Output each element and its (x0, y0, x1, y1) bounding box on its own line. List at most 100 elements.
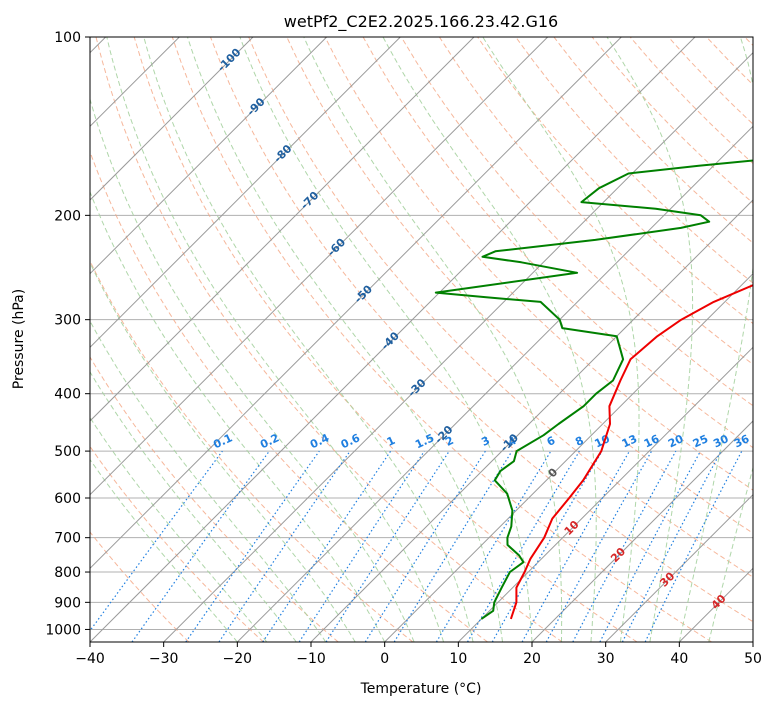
x-tick-label: 40 (670, 651, 688, 667)
isotherm-line (457, 346, 753, 642)
x-tick-label: 0 (380, 651, 389, 667)
mixing-ratio-label: 0.2 (258, 431, 281, 451)
y-tick-label: 400 (54, 387, 81, 403)
moist-adiabat (143, 37, 474, 642)
y-tick-label: 300 (54, 313, 81, 329)
mixing-ratio-line (325, 450, 450, 642)
temperature-profile-line (509, 284, 753, 620)
mixing-ratio-label: 0.6 (339, 431, 362, 451)
y-tick-label: 500 (54, 444, 81, 460)
isotherm-line (236, 125, 753, 642)
mixing-ratio-label: 1.5 (413, 431, 436, 451)
mixing-ratio-line (466, 450, 580, 642)
mixing-ratio-line (90, 450, 223, 632)
moist-adiabat (106, 37, 445, 642)
x-tick-label: −30 (149, 651, 179, 667)
mixing-ratio-label: 20 (666, 432, 686, 450)
mixing-ratio-line (262, 450, 392, 642)
plot-frame (89, 36, 754, 643)
mixing-ratio-label: 0.4 (308, 431, 331, 451)
dry-adiabat (90, 531, 190, 642)
dewpoint-profile-line (434, 159, 753, 620)
moist-adiabat (90, 458, 238, 642)
dry-adiabat (324, 37, 753, 491)
moist-adiabat (708, 465, 753, 642)
dry-adiabat (210, 37, 753, 623)
y-tick-label: 700 (54, 531, 81, 547)
isotherm-line (384, 272, 753, 642)
dry-adiabat (668, 37, 753, 125)
x-tick-label: −40 (75, 651, 105, 667)
mixing-ratio-label: 3 (479, 434, 491, 449)
mixing-ratio-label: 1 (385, 434, 397, 449)
isotherm-line (90, 37, 401, 349)
moist-adiabat (187, 37, 503, 642)
isotherm-line (90, 37, 622, 570)
dry-adiabat (171, 37, 712, 642)
axes: −40 −30 −20 −10 0 10 20 30 40 50 100 200 300 400 500 60… (45, 30, 762, 667)
x-tick-label: 20 (523, 651, 541, 667)
mixing-ratio-label: 25 (691, 432, 710, 450)
dry-adiabat (438, 37, 753, 366)
mixing-ratio-line (185, 450, 320, 642)
y-tick-label: 800 (54, 565, 81, 581)
isotherm-line (90, 37, 475, 422)
mixing-ratio-line (545, 450, 653, 642)
mixing-ratio-line (521, 450, 631, 642)
moist-adiabat (90, 261, 356, 642)
mixing-ratio-label: 8 (573, 434, 585, 449)
moist-adiabat (239, 37, 533, 642)
y-tick-label: 100 (54, 30, 81, 46)
mixing-ratio-line (572, 450, 677, 642)
x-axis-label: Temperature (°C) (360, 681, 482, 697)
mixing-ratio-line (218, 450, 351, 642)
dry-adiabat (90, 259, 414, 642)
moist-adiabat (90, 190, 386, 642)
mixing-ratio-label: 10 (593, 432, 613, 450)
mixing-ratio-line (131, 450, 270, 642)
x-tick-label: 50 (744, 651, 762, 667)
mixing-ratio-label: 13 (620, 432, 639, 450)
mixing-ratio-label: 16 (642, 432, 662, 450)
moist-adiabat (303, 37, 563, 642)
dry-adiabat (515, 37, 753, 284)
moist-adiabat (90, 320, 327, 642)
y-tick-label: 200 (54, 208, 81, 224)
dry-adiabat (706, 37, 753, 86)
x-tick-label: 10 (449, 651, 467, 667)
isotherm-line (163, 51, 753, 642)
dry-adiabat (362, 37, 753, 449)
isotherm-line (605, 493, 753, 642)
isotherm-line (90, 37, 696, 642)
mixing-ratio-label: 0.1 (211, 431, 234, 451)
y-tick-label: 1000 (45, 622, 81, 638)
isotherm-line (752, 641, 753, 642)
moist-adiabat (382, 37, 597, 642)
dry-adiabat (248, 37, 753, 578)
mixing-ratio-line (393, 450, 513, 642)
mixing-ratio-line (644, 450, 743, 642)
chart-title: wetPf2_C2E2.2025.166.23.42.G16 (284, 12, 558, 32)
mixing-ratio-label: 36 (732, 432, 752, 450)
moist-adiabat (482, 37, 640, 642)
dry-adiabat (90, 356, 339, 642)
isotherm-line (310, 199, 753, 642)
mixing-ratio-label: 30 (711, 432, 731, 450)
y-axis-label: Pressure (hPa) (11, 289, 27, 389)
x-tick-label: −10 (296, 651, 326, 667)
isotherm-line (90, 37, 328, 275)
mixing-ratio-line (298, 450, 425, 642)
isotherm-line (531, 420, 753, 642)
dry-adiabat (133, 37, 638, 642)
isotherm-line (90, 37, 549, 496)
moist-adiabat (90, 416, 268, 642)
dry-adiabat (90, 150, 488, 642)
isotherm-line (678, 567, 753, 642)
x-tick-label: 30 (597, 651, 615, 667)
y-tick-label: 600 (54, 491, 81, 507)
isotherm-line (90, 37, 254, 201)
dry-adiabat (95, 37, 563, 642)
mixing-ratio-line (599, 450, 702, 642)
x-tick-label: −20 (223, 651, 253, 667)
